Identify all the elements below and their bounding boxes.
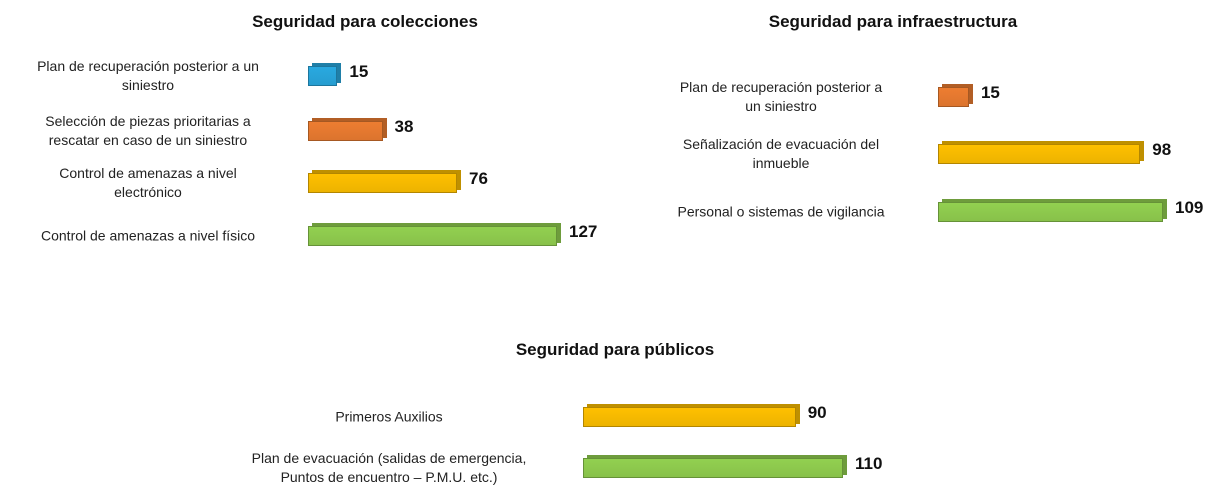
value-label: 38: [394, 117, 414, 136]
value-label: 110: [855, 454, 883, 473]
value-label: 127: [569, 222, 598, 241]
category-label: Plan de recuperación posterior a un sini…: [679, 79, 883, 114]
category-label: Señalización de evacuación del inmueble: [682, 136, 880, 171]
bar: [308, 173, 457, 193]
category-label: Control de amenazas a nivel electrónico: [59, 165, 237, 200]
value-label: 90: [807, 403, 827, 422]
bar: [308, 66, 338, 86]
chart-title: Seguridad para públicos: [515, 340, 715, 359]
category-label: Primeros Auxilios: [335, 408, 443, 425]
value-label: 98: [1152, 140, 1172, 159]
bar: [583, 458, 843, 478]
bar: [938, 144, 1141, 164]
category-label: Control de amenazas a nivel físico: [41, 227, 255, 244]
bar: [938, 202, 1163, 222]
category-label: Plan de recuperación posterior a un sini…: [37, 58, 259, 93]
bar: [938, 87, 969, 107]
bar: [308, 121, 383, 141]
value-label: 76: [469, 169, 488, 188]
bar: [583, 407, 796, 427]
chart-title: Seguridad para infraestructura: [768, 12, 1018, 31]
bar: [308, 226, 557, 246]
value-label: 15: [980, 83, 1000, 102]
value-label: 15: [349, 62, 369, 81]
value-label: 109: [1175, 198, 1204, 217]
category-label: Plan de evacuación (salidas de emergenci…: [251, 450, 527, 485]
category-label: Selección de piezas prioritarias a resca…: [45, 113, 251, 148]
chart-title: Seguridad para colecciones: [252, 12, 478, 31]
category-label: Personal o sistemas de vigilancia: [677, 203, 885, 220]
